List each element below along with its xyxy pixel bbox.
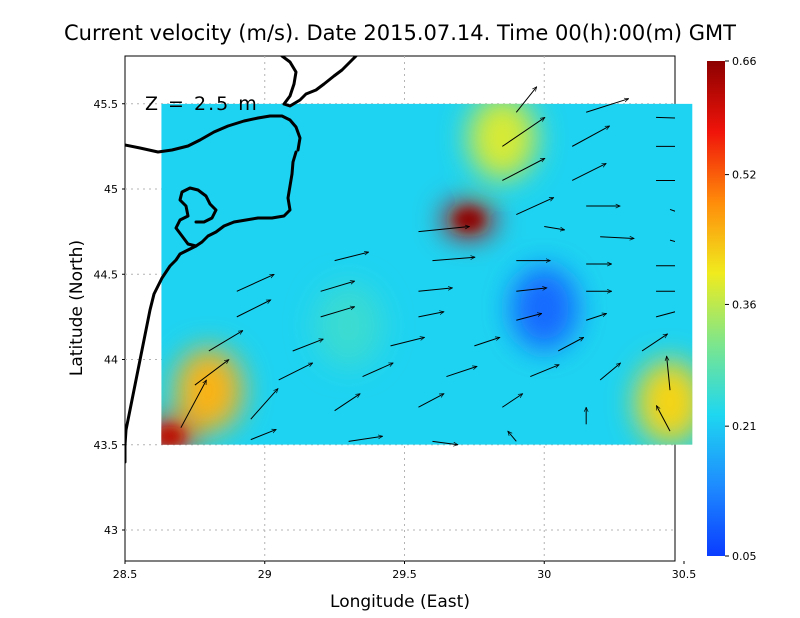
velocity-vector-56 — [508, 431, 517, 442]
velocity-vector-39 — [641, 334, 668, 352]
speed-hotspot-4 — [636, 360, 693, 445]
velocity-vector-15 — [600, 237, 634, 239]
colorbar-ticks: 0.05 0.21 0.36 0.52 0.66 — [725, 55, 757, 563]
x-axis-label: Longitude (East) — [330, 592, 470, 612]
velocity-vector-28 — [236, 299, 271, 318]
x-tick-label: 28.5 — [113, 568, 138, 581]
velocity-vector-35 — [292, 339, 324, 352]
velocity-vector-57 — [250, 429, 277, 441]
velocity-field — [161, 103, 693, 445]
speed-hotspot-6 — [314, 283, 383, 368]
velocity-vector-17 — [334, 252, 369, 262]
velocity-vector-41 — [278, 362, 313, 381]
x-tick-label: 30.5 — [672, 568, 697, 581]
speed-core-1 — [454, 209, 483, 230]
y-tick-label: 45 — [104, 183, 118, 196]
velocity-vector-31 — [516, 313, 542, 321]
velocity-vector-40 — [194, 360, 229, 386]
velocity-vector-8 — [571, 163, 606, 181]
colorbar: 0.05 0.21 0.36 0.52 0.66 — [707, 55, 757, 563]
velocity-vector-43 — [446, 366, 477, 378]
velocity-vector-5 — [571, 125, 609, 147]
field-background — [161, 103, 693, 445]
coastline-crimea — [125, 114, 302, 154]
velocity-vector-3 — [656, 116, 675, 119]
x-tick-label: 30 — [537, 568, 551, 581]
velocity-vector-1 — [515, 87, 536, 113]
depth-annotation: Z = 2.5 m — [145, 93, 259, 115]
velocity-vector-29 — [320, 307, 355, 318]
velocity-vector-37 — [474, 337, 500, 347]
velocity-vector-45 — [599, 363, 620, 381]
velocity-vector-2 — [586, 99, 629, 113]
velocity-vector-51 — [502, 394, 522, 408]
colorbar-tick-label: 0.52 — [732, 169, 757, 182]
velocity-vector-18 — [432, 257, 475, 262]
velocity-vector-13 — [418, 227, 469, 233]
y-tick-label: 44 — [104, 354, 118, 367]
velocity-vector-42 — [362, 362, 394, 378]
y-tick-label: 43 — [104, 524, 118, 537]
colorbar-gradient — [707, 61, 725, 556]
velocity-vector-4 — [502, 117, 545, 147]
colorbar-tick-label: 0.21 — [732, 420, 757, 433]
velocity-vector-46 — [667, 356, 671, 391]
velocity-vector-47 — [180, 380, 207, 428]
coastline-ukraine-north — [280, 56, 358, 108]
y-axis-label: Latitude (North) — [67, 240, 87, 376]
velocity-vector-22 — [236, 273, 274, 292]
velocity-vector-48 — [250, 389, 278, 420]
y-axis: 43 43.5 44 44.5 45 45.5 — [94, 98, 125, 537]
y-tick-label: 44.5 — [94, 268, 119, 281]
coastline — [125, 56, 358, 464]
speed-hotspot-3 — [174, 348, 243, 433]
velocity-vector-7 — [502, 157, 545, 181]
speed-hotspot-5 — [468, 103, 537, 180]
coastline-romania-bulgaria — [125, 244, 198, 464]
y-tick-label: 45.5 — [94, 98, 119, 111]
velocity-vector-24 — [418, 288, 452, 292]
field-cores — [161, 209, 483, 445]
velocity-vector-55 — [432, 440, 458, 444]
velocity-vector-53 — [655, 406, 671, 432]
velocity-vector-54 — [348, 436, 383, 442]
velocity-vector-38 — [557, 336, 584, 352]
y-tick-label: 43.5 — [94, 439, 119, 452]
velocity-vector-44 — [530, 364, 559, 378]
velocity-vector-14 — [544, 226, 564, 230]
plot-area: Z = 2.5 m — [124, 55, 693, 562]
velocity-vector-32 — [586, 313, 606, 321]
speed-hotspot-7 — [510, 266, 579, 351]
colorbar-tick-label: 0.66 — [732, 55, 757, 68]
velocity-vector-25 — [516, 288, 547, 292]
velocity-vector-50 — [418, 393, 444, 408]
velocity-vector-23 — [320, 281, 355, 292]
chart-title: Current velocity (m/s). Date 2015.07.14.… — [64, 21, 736, 45]
coastline-danube-delta — [174, 150, 298, 248]
x-tick-label: 29.5 — [392, 568, 417, 581]
speed-core-2 — [161, 426, 184, 445]
velocity-vector-10 — [516, 197, 553, 216]
x-tick-label: 29 — [258, 568, 272, 581]
colorbar-tick-label: 0.36 — [732, 298, 757, 311]
velocity-vector-30 — [418, 312, 444, 318]
colorbar-tick-label: 0.05 — [732, 550, 757, 563]
velocity-vector-34 — [208, 330, 243, 352]
velocity-vectors — [180, 87, 675, 445]
velocity-vector-49 — [334, 394, 361, 412]
velocity-vector-33 — [655, 311, 675, 318]
velocity-vector-36 — [390, 337, 425, 347]
